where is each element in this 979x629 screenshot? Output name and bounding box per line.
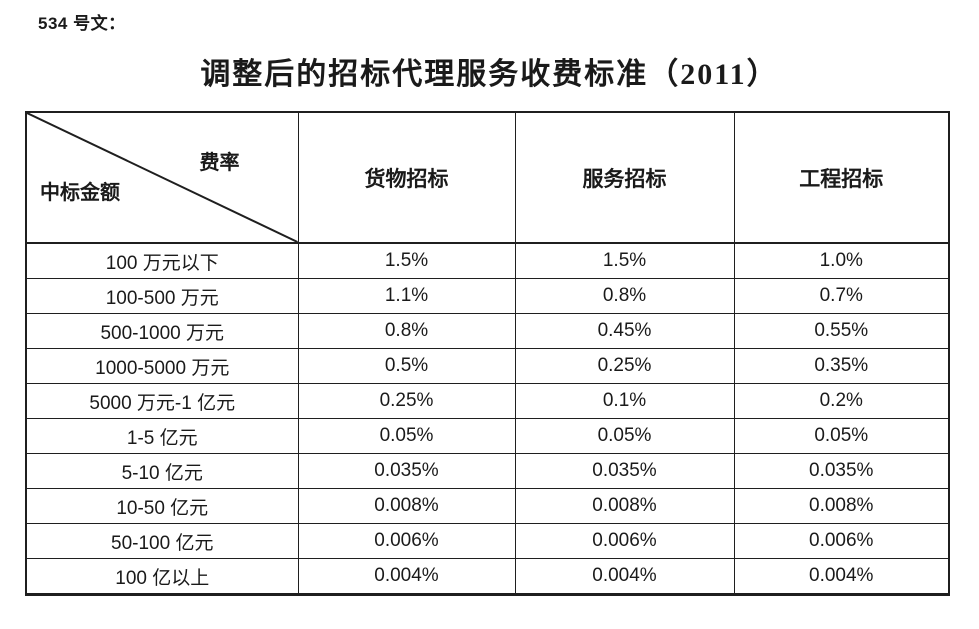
fee-value-cell: 0.004% [297, 558, 516, 595]
fee-value-cell: 0.55% [733, 313, 950, 349]
table-row: 1-5 亿元 0.05% 0.05% 0.05% [25, 418, 950, 454]
header-row: 费率 中标金额 货物招标 服务招标 工程招标 [25, 111, 950, 244]
row-label-cell: 5-10 亿元 [25, 453, 299, 489]
fee-value-cell: 0.8% [514, 278, 735, 314]
fee-value-cell: 0.035% [733, 453, 950, 489]
diagonal-divider-line [27, 113, 298, 242]
fee-value-cell: 0.25% [297, 383, 516, 419]
fee-value-cell: 0.006% [733, 523, 950, 559]
fee-value-cell: 0.05% [733, 418, 950, 454]
table-row: 5-10 亿元 0.035% 0.035% 0.035% [25, 453, 950, 489]
fee-value-cell: 0.008% [297, 488, 516, 524]
fee-value-cell: 0.1% [514, 383, 735, 419]
table-row: 100-500 万元 1.1% 0.8% 0.7% [25, 278, 950, 314]
row-label-cell: 5000 万元-1 亿元 [25, 383, 299, 419]
fee-value-cell: 0.2% [733, 383, 950, 419]
fee-value-cell: 0.5% [297, 348, 516, 384]
column-header: 货物招标 [297, 111, 516, 244]
fee-value-cell: 0.05% [297, 418, 516, 454]
fee-value-cell: 0.035% [514, 453, 735, 489]
row-label-cell: 1000-5000 万元 [25, 348, 299, 384]
fee-table: 费率 中标金额 货物招标 服务招标 工程招标 100 万元以下 1.5% 1.5% 1.0… [25, 111, 950, 596]
table-row: 50-100 亿元 0.006% 0.006% 0.006% [25, 523, 950, 559]
fee-value-cell: 0.05% [514, 418, 735, 454]
row-label-cell: 100 亿以上 [25, 558, 299, 595]
corner-label-fee-rate: 费率 [199, 152, 240, 174]
table-row: 500-1000 万元 0.8% 0.45% 0.55% [25, 313, 950, 349]
fee-value-cell: 0.006% [514, 523, 735, 559]
fee-value-cell: 1.5% [297, 242, 516, 279]
fee-value-cell: 0.008% [733, 488, 950, 524]
fee-value-cell: 0.7% [733, 278, 950, 314]
table-row: 100 亿以上 0.004% 0.004% 0.004% [25, 558, 950, 595]
fee-value-cell: 0.035% [297, 453, 516, 489]
row-label-cell: 100-500 万元 [25, 278, 299, 314]
row-label-cell: 500-1000 万元 [25, 313, 299, 349]
row-label-cell: 50-100 亿元 [25, 523, 299, 559]
row-label-cell: 100 万元以下 [25, 242, 299, 279]
fee-value-cell: 1.5% [514, 242, 735, 279]
column-header: 服务招标 [514, 111, 735, 244]
fee-value-cell: 0.006% [297, 523, 516, 559]
column-header: 工程招标 [733, 111, 950, 244]
table-row: 10-50 亿元 0.008% 0.008% 0.008% [25, 488, 950, 524]
fee-value-cell: 0.25% [514, 348, 735, 384]
table-row: 1000-5000 万元 0.5% 0.25% 0.35% [25, 348, 950, 384]
page-title: 调整后的招标代理服务收费标准（2011） [200, 58, 779, 91]
table-row: 100 万元以下 1.5% 1.5% 1.0% [25, 242, 950, 279]
fee-value-cell: 0.45% [514, 313, 735, 349]
fee-table-body: 100 万元以下 1.5% 1.5% 1.0% 100-500 万元 1.1% 0.8% 0.… [25, 242, 950, 595]
corner-label-bid-amount: 中标金额 [40, 182, 120, 204]
fee-value-cell: 0.8% [297, 313, 516, 349]
fee-value-cell: 0.008% [514, 488, 735, 524]
corner-header-cell: 费率 中标金额 [25, 111, 299, 244]
fee-value-cell: 0.004% [514, 558, 735, 595]
table-row: 5000 万元-1 亿元 0.25% 0.1% 0.2% [25, 383, 950, 419]
fee-value-cell: 0.004% [733, 558, 950, 595]
row-label-cell: 10-50 亿元 [25, 488, 299, 524]
doc-number-label: 534 号文： [38, 14, 126, 33]
fee-value-cell: 1.1% [297, 278, 516, 314]
fee-value-cell: 0.35% [733, 348, 950, 384]
row-label-cell: 1-5 亿元 [25, 418, 299, 454]
fee-value-cell: 1.0% [733, 242, 950, 279]
